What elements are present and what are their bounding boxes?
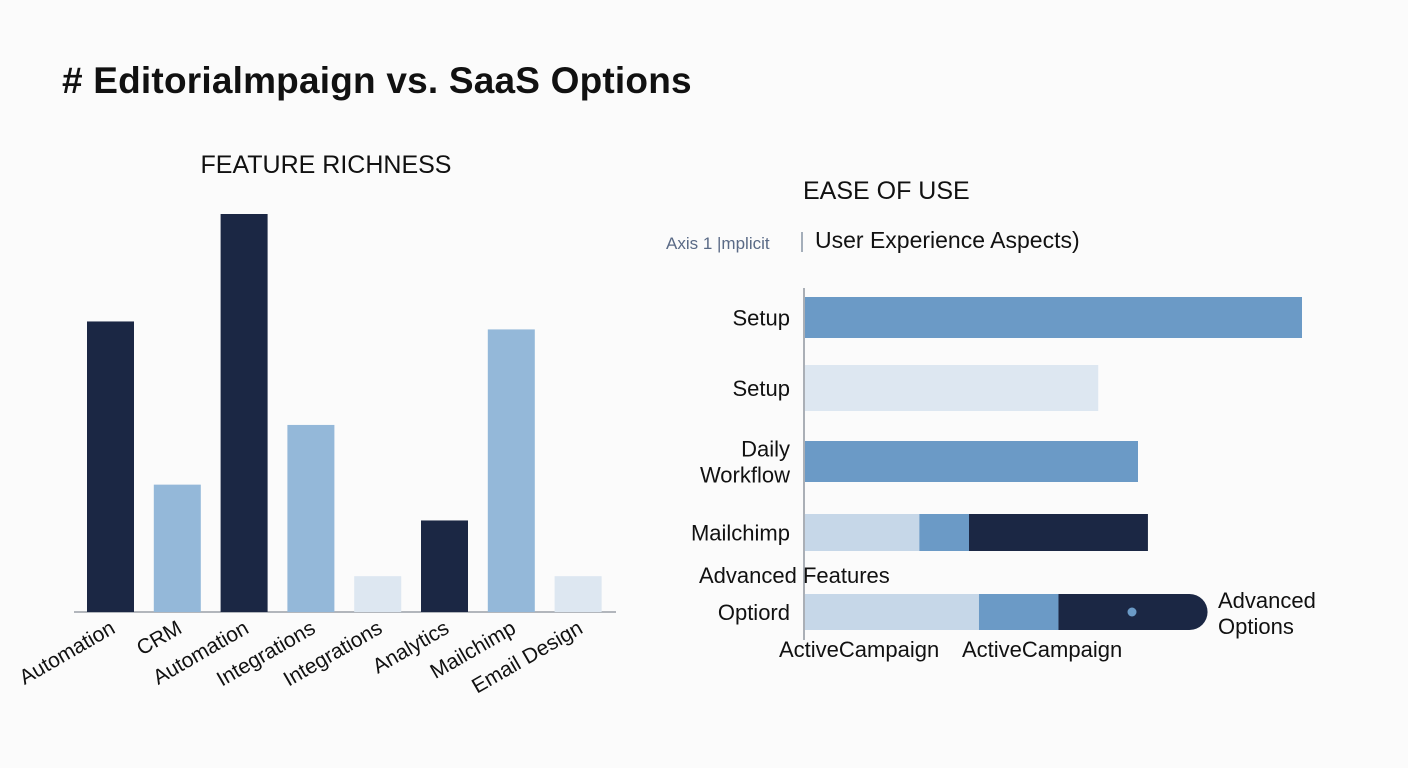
category-label-1: Automation [15, 616, 119, 689]
feature-richness-chart: FEATURE RICHNESS Automation CRMAutomation… [15, 151, 616, 698]
bar-3 [220, 214, 268, 612]
end-label-1: Advanced [1218, 588, 1316, 613]
row-3-segment-1 [805, 441, 1138, 482]
axis-note: Axis 1 |mplicit [666, 234, 770, 253]
row-4-segment-1 [805, 514, 920, 551]
row-4-segment-3 [969, 514, 1148, 551]
bar-5 [354, 576, 402, 612]
bar-4 [287, 424, 335, 612]
ease-of-use-chart: EASE OF USE Axis 1 |mplicit User Experie… [666, 177, 1316, 662]
row-2-segment-1 [805, 365, 1099, 411]
bar-7 [487, 329, 535, 612]
bar-1 [87, 321, 134, 612]
row-5-segment-1 [805, 594, 979, 630]
row-2-label: Setup [733, 376, 791, 401]
row-1-label: Setup [733, 306, 791, 331]
axis-subtitle: User Experience Aspects) [815, 227, 1080, 253]
ease-of-use-title: EASE OF USE [803, 177, 970, 205]
row-1-segment-1 [805, 297, 1302, 338]
row-5-segment-2 [978, 594, 1059, 630]
row-5-label: Optiord [718, 600, 790, 625]
feature-richness-title: FEATURE RICHNESS [201, 151, 452, 179]
page-title: # Editorialmpaign vs. SaaS Options [62, 60, 692, 101]
marker-dot [1127, 607, 1137, 617]
bar-2 [153, 484, 201, 612]
row-3-label-1: Daily [741, 437, 790, 462]
bottom-label-2: ActiveCampaign [962, 637, 1122, 662]
end-label-2: Options [1218, 614, 1294, 639]
group-label: Advanced Features [699, 563, 890, 588]
row-4-label: Mailchimp [691, 521, 790, 546]
bottom-label-1: ActiveCampaign [779, 637, 939, 662]
bar-8 [554, 576, 602, 612]
row-3-label-2: Workflow [700, 463, 790, 488]
row-4-segment-2 [919, 514, 970, 551]
bar-6 [421, 520, 468, 612]
